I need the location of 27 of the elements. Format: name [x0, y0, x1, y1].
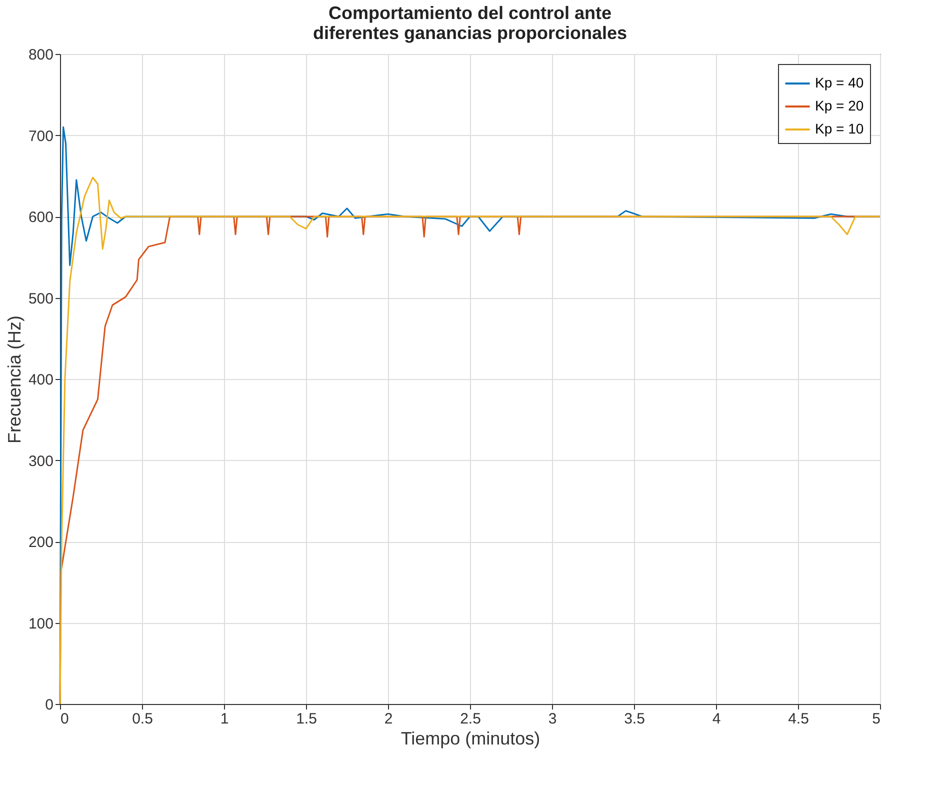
text: diferentes ganancias proporcionales	[312, 23, 628, 43]
y-tick-label: 400	[28, 372, 54, 388]
x-tick-label: 1.5	[296, 710, 317, 728]
y-tick-label: 700	[28, 128, 54, 145]
y-tick-label: 800	[28, 46, 54, 64]
x-tick-label: 2.5	[460, 710, 481, 728]
x-tick-label: 1	[220, 710, 229, 728]
text: Comportamiento del control ante	[328, 3, 612, 23]
x-tick-label: 4	[712, 710, 721, 728]
x-tick-label: 4.5	[788, 710, 809, 728]
y-tick-label: 300	[28, 452, 54, 470]
y-tick-label: 100	[28, 615, 54, 632]
x-axis-title: Tiempo (minutos)	[400, 728, 540, 748]
legend-label: Kp = 10	[815, 120, 864, 136]
x-tick-label: 0.5	[132, 710, 153, 728]
x-tick-label: 3	[548, 710, 557, 728]
x-tick-label: 5	[872, 710, 880, 728]
y-tick-label: 200	[28, 534, 54, 551]
y-tick-label: 600	[28, 209, 54, 226]
x-tick-label: 3.5	[624, 710, 645, 728]
y-tick-label: 500	[28, 290, 54, 308]
y-tick-label: 0	[45, 696, 54, 714]
legend-label: Kp = 20	[815, 98, 864, 114]
x-tick-label: 2	[384, 710, 393, 728]
y-axis-title: Frecuencia (Hz)	[4, 315, 24, 444]
x-tick-label: 0	[60, 710, 69, 728]
legend-label: Kp = 40	[815, 74, 864, 90]
